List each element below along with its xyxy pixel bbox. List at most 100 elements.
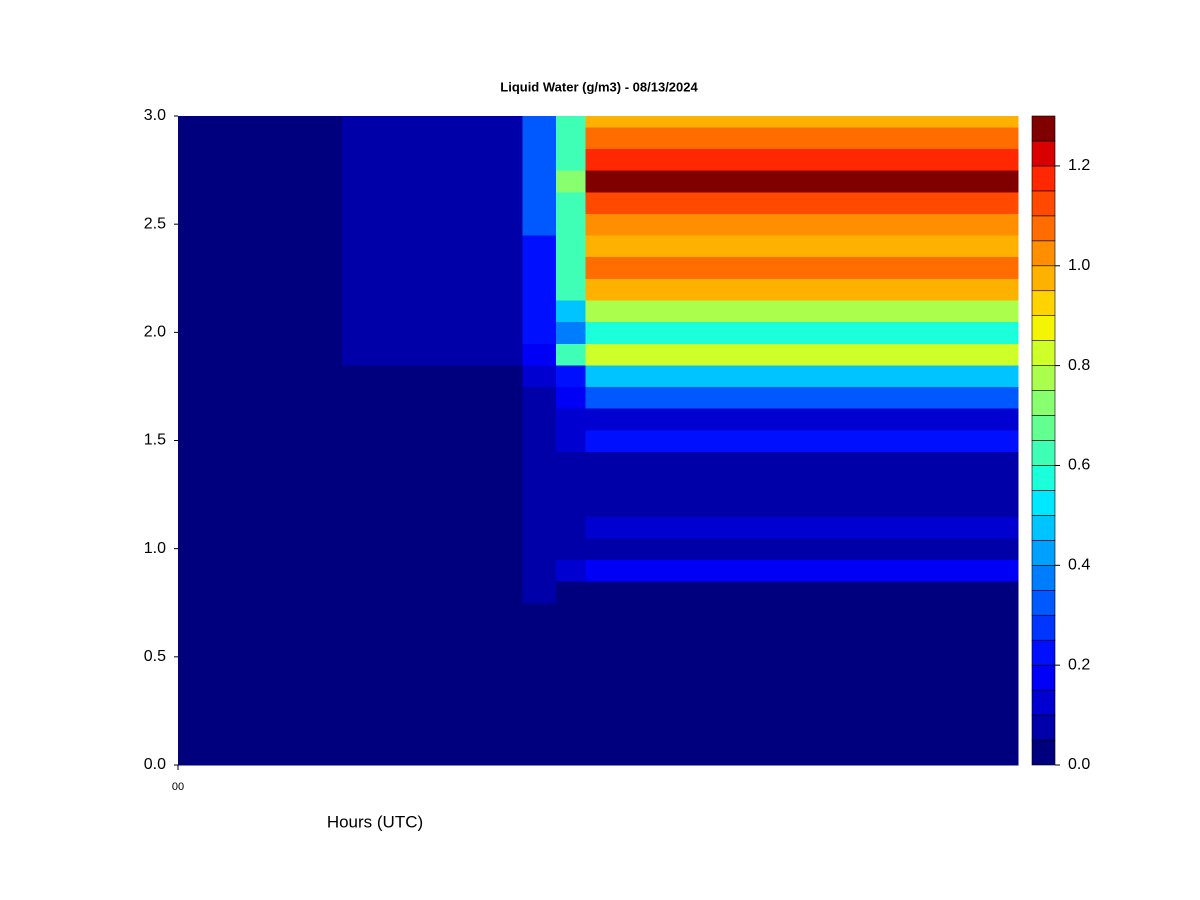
contour-cell — [178, 321, 343, 344]
contour-cell — [556, 624, 586, 647]
contour-cell — [522, 343, 557, 366]
contour-cell — [522, 451, 557, 474]
contour-cell — [585, 299, 809, 323]
contour-cell — [808, 602, 1019, 625]
contour-cell — [341, 170, 523, 193]
contour-cell — [341, 148, 523, 171]
contour-cell — [178, 732, 343, 755]
contour-cell — [585, 429, 809, 452]
contour-cell — [178, 116, 343, 128]
contour-cell — [808, 494, 1019, 517]
contour-cell — [585, 408, 809, 431]
contour-cell — [556, 191, 586, 214]
contour-cell — [585, 624, 809, 647]
contour-cell — [808, 472, 1019, 496]
contour-cell — [522, 170, 557, 193]
contour-cell — [808, 429, 1019, 452]
contour-cell — [808, 321, 1019, 344]
contour-cell — [178, 537, 343, 561]
contour-cell — [522, 256, 557, 279]
contour-cell — [556, 602, 586, 625]
contour-cell — [341, 472, 523, 496]
contour-cell — [522, 494, 557, 517]
contour-cell — [341, 537, 523, 561]
contour-cell — [178, 516, 343, 539]
contour-cell — [178, 429, 343, 452]
contour-cell — [341, 689, 523, 712]
contour-cell — [341, 343, 523, 366]
contour-cell — [808, 537, 1019, 561]
contour-cell — [522, 602, 557, 625]
contour-cell — [585, 646, 809, 669]
contour-cell — [178, 256, 343, 279]
contour-cell — [178, 191, 343, 214]
contour-cell — [556, 278, 586, 301]
contour-cell — [341, 754, 523, 766]
contour-cell — [585, 364, 809, 388]
contour-cell — [341, 364, 523, 388]
contour-cell — [178, 278, 343, 301]
contour-cell — [585, 126, 809, 150]
contour-cell — [341, 299, 523, 323]
contour-cell — [556, 754, 586, 766]
contour-cell — [585, 754, 809, 766]
colorbar-band — [1031, 565, 1056, 591]
contour-cell — [808, 343, 1019, 366]
contour-cell — [178, 494, 343, 517]
colorbar-band — [1031, 614, 1056, 641]
colorbar-band — [1031, 415, 1056, 441]
contour-cell — [808, 689, 1019, 712]
contour-cell — [585, 116, 809, 128]
y-tick-label: 1.5 — [144, 432, 166, 449]
contour-cell — [808, 667, 1019, 690]
contour-cell — [556, 451, 586, 474]
colorbar-band — [1031, 115, 1056, 142]
colorbar-tick-label: 1.2 — [1068, 157, 1090, 174]
contour-cell — [808, 386, 1019, 409]
contour-cell — [556, 537, 586, 561]
colorbar-band — [1031, 440, 1056, 466]
colorbar-band — [1031, 365, 1056, 391]
contour-cell — [522, 116, 557, 128]
contour-cell — [341, 559, 523, 582]
contour-cell — [556, 429, 586, 452]
contour-cell — [178, 559, 343, 582]
contour-cell — [556, 559, 586, 582]
contour-cell — [178, 408, 343, 431]
contour-cell — [178, 710, 343, 734]
colorbar-band — [1031, 140, 1056, 167]
colorbar-band — [1031, 664, 1056, 691]
contour-cell — [556, 148, 586, 171]
colorbar-band — [1031, 515, 1056, 541]
contour-cell — [522, 732, 557, 755]
contour-cell — [522, 754, 557, 766]
contour-cell — [522, 126, 557, 150]
contour-cell — [585, 581, 809, 604]
contour-cell — [341, 386, 523, 409]
contour-cell — [341, 234, 523, 258]
contour-cell — [556, 234, 586, 258]
colorbar-tick-label: 0.2 — [1068, 656, 1090, 673]
contour-cell — [808, 624, 1019, 647]
contour-cell — [808, 278, 1019, 301]
contour-cell — [585, 321, 809, 344]
contour-cell — [585, 386, 809, 409]
contour-cell — [556, 710, 586, 734]
contour-cell — [522, 537, 557, 561]
contour-cell — [556, 581, 586, 604]
contour-cell — [585, 516, 809, 539]
contour-cell — [585, 148, 809, 171]
contour-cell — [341, 191, 523, 214]
contour-cell — [522, 646, 557, 669]
contour-cell — [808, 408, 1019, 431]
contour-cell — [808, 732, 1019, 755]
colorbar-band — [1031, 714, 1056, 741]
contour-cell — [585, 494, 809, 517]
contour-cell — [178, 234, 343, 258]
contour-cell — [808, 256, 1019, 279]
colorbar-band — [1031, 290, 1056, 316]
contour-cell — [556, 299, 586, 323]
contour-cell — [585, 472, 809, 496]
contour-cell — [808, 191, 1019, 214]
